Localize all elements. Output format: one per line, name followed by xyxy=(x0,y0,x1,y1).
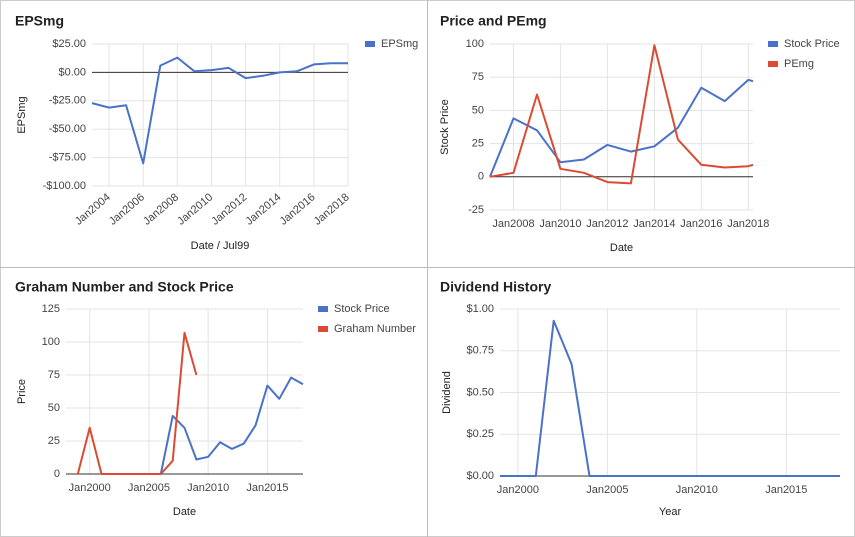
chart-title: Graham Number and Stock Price xyxy=(15,279,234,295)
y-tick-label: $0.00 xyxy=(466,470,494,482)
legend-label: Graham Number xyxy=(334,323,416,335)
x-axis-title: Year xyxy=(659,506,682,518)
y-tick-label: -$25.00 xyxy=(49,95,86,107)
y-tick-label: $0.75 xyxy=(466,345,494,357)
legend-label: EPSmg xyxy=(381,38,418,50)
series-line xyxy=(489,78,754,178)
x-axis-title: Date xyxy=(173,506,196,518)
x-tick-label: Jan2018 xyxy=(727,218,769,230)
y-axis-title: Dividend xyxy=(441,371,453,414)
y-tick-label: 100 xyxy=(42,336,60,348)
y-tick-label: 0 xyxy=(54,468,60,480)
series-line xyxy=(500,319,840,477)
y-tick-label: 75 xyxy=(472,71,484,83)
series-line xyxy=(159,376,304,475)
chart-title: Dividend History xyxy=(440,279,551,295)
y-tick-label: -$100.00 xyxy=(43,180,86,192)
x-tick-label: Jan2014 xyxy=(633,218,675,230)
series-line xyxy=(489,44,754,185)
x-axis-title: Date / Jul99 xyxy=(191,240,250,252)
y-tick-label: $0.50 xyxy=(466,386,494,398)
x-tick-label: Jan2005 xyxy=(128,482,170,494)
chart-title: EPSmg xyxy=(15,13,64,29)
y-axis-title: Price xyxy=(16,379,28,404)
legend-swatch xyxy=(318,326,328,332)
y-tick-label: -25 xyxy=(468,204,484,216)
x-tick-label: Jan2000 xyxy=(69,482,111,494)
y-tick-label: 75 xyxy=(48,369,60,381)
legend-label: Stock Price xyxy=(334,303,390,315)
y-axis-title: Stock Price xyxy=(439,99,451,155)
x-tick-label: Jan2010 xyxy=(539,218,581,230)
legend-swatch xyxy=(768,41,778,47)
y-tick-label: $1.00 xyxy=(466,303,494,315)
y-tick-label: 25 xyxy=(472,138,484,150)
y-tick-label: 25 xyxy=(48,435,60,447)
x-tick-label: Jan2016 xyxy=(680,218,722,230)
y-tick-label: 125 xyxy=(42,303,60,315)
y-tick-label: -$50.00 xyxy=(49,123,86,135)
y-tick-label: 50 xyxy=(472,104,484,116)
x-tick-label: Jan2012 xyxy=(586,218,628,230)
legend-label: PEmg xyxy=(784,58,814,70)
y-tick-label: $25.00 xyxy=(52,38,86,50)
x-tick-label: Jan2015 xyxy=(765,484,807,496)
legend-swatch xyxy=(365,41,375,47)
legend-swatch xyxy=(768,61,778,67)
y-tick-label: $0.25 xyxy=(466,428,494,440)
legend-label: Stock Price xyxy=(784,38,840,50)
x-tick-label: Jan2010 xyxy=(676,484,718,496)
x-axis-title: Date xyxy=(610,242,633,254)
x-tick-label: Jan2010 xyxy=(187,482,229,494)
y-tick-label: 0 xyxy=(478,171,484,183)
series-line xyxy=(91,56,348,165)
y-axis-title: EPSmg xyxy=(16,96,28,133)
y-tick-label: -$75.00 xyxy=(49,152,86,164)
chart-title: Price and PEmg xyxy=(440,13,547,29)
series-line xyxy=(76,331,198,475)
x-tick-label: Jan2015 xyxy=(246,482,288,494)
x-tick-label: Jan2000 xyxy=(497,484,539,496)
y-tick-label: 50 xyxy=(48,402,60,414)
y-tick-label: 100 xyxy=(466,38,484,50)
legend-swatch xyxy=(318,306,328,312)
y-tick-label: $0.00 xyxy=(58,66,86,78)
x-tick-label: Jan2008 xyxy=(492,218,534,230)
x-tick-label: Jan2005 xyxy=(586,484,628,496)
